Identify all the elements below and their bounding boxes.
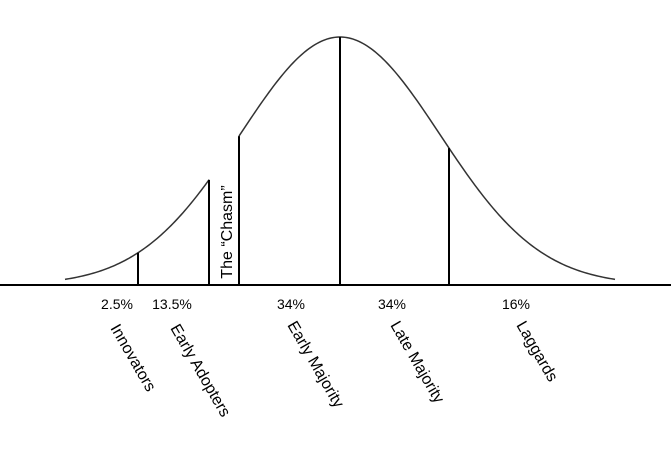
segment-label: Innovators: [107, 322, 159, 395]
percent-label: 16%: [502, 296, 530, 312]
segment-label: Early Majority: [284, 319, 347, 411]
dividers: [137, 37, 450, 285]
percent-label: 13.5%: [152, 296, 192, 312]
segment-label: Early Adopters: [167, 322, 234, 421]
chasm-label: The “Chasm”: [219, 185, 236, 278]
percent-label: 2.5%: [101, 296, 133, 312]
percent-label: 34%: [277, 296, 305, 312]
percent-label: 34%: [378, 296, 406, 312]
bell-curve-right: [238, 36, 616, 281]
segment-label: Late Majority: [387, 319, 448, 407]
segment-label: Laggards: [513, 319, 561, 385]
